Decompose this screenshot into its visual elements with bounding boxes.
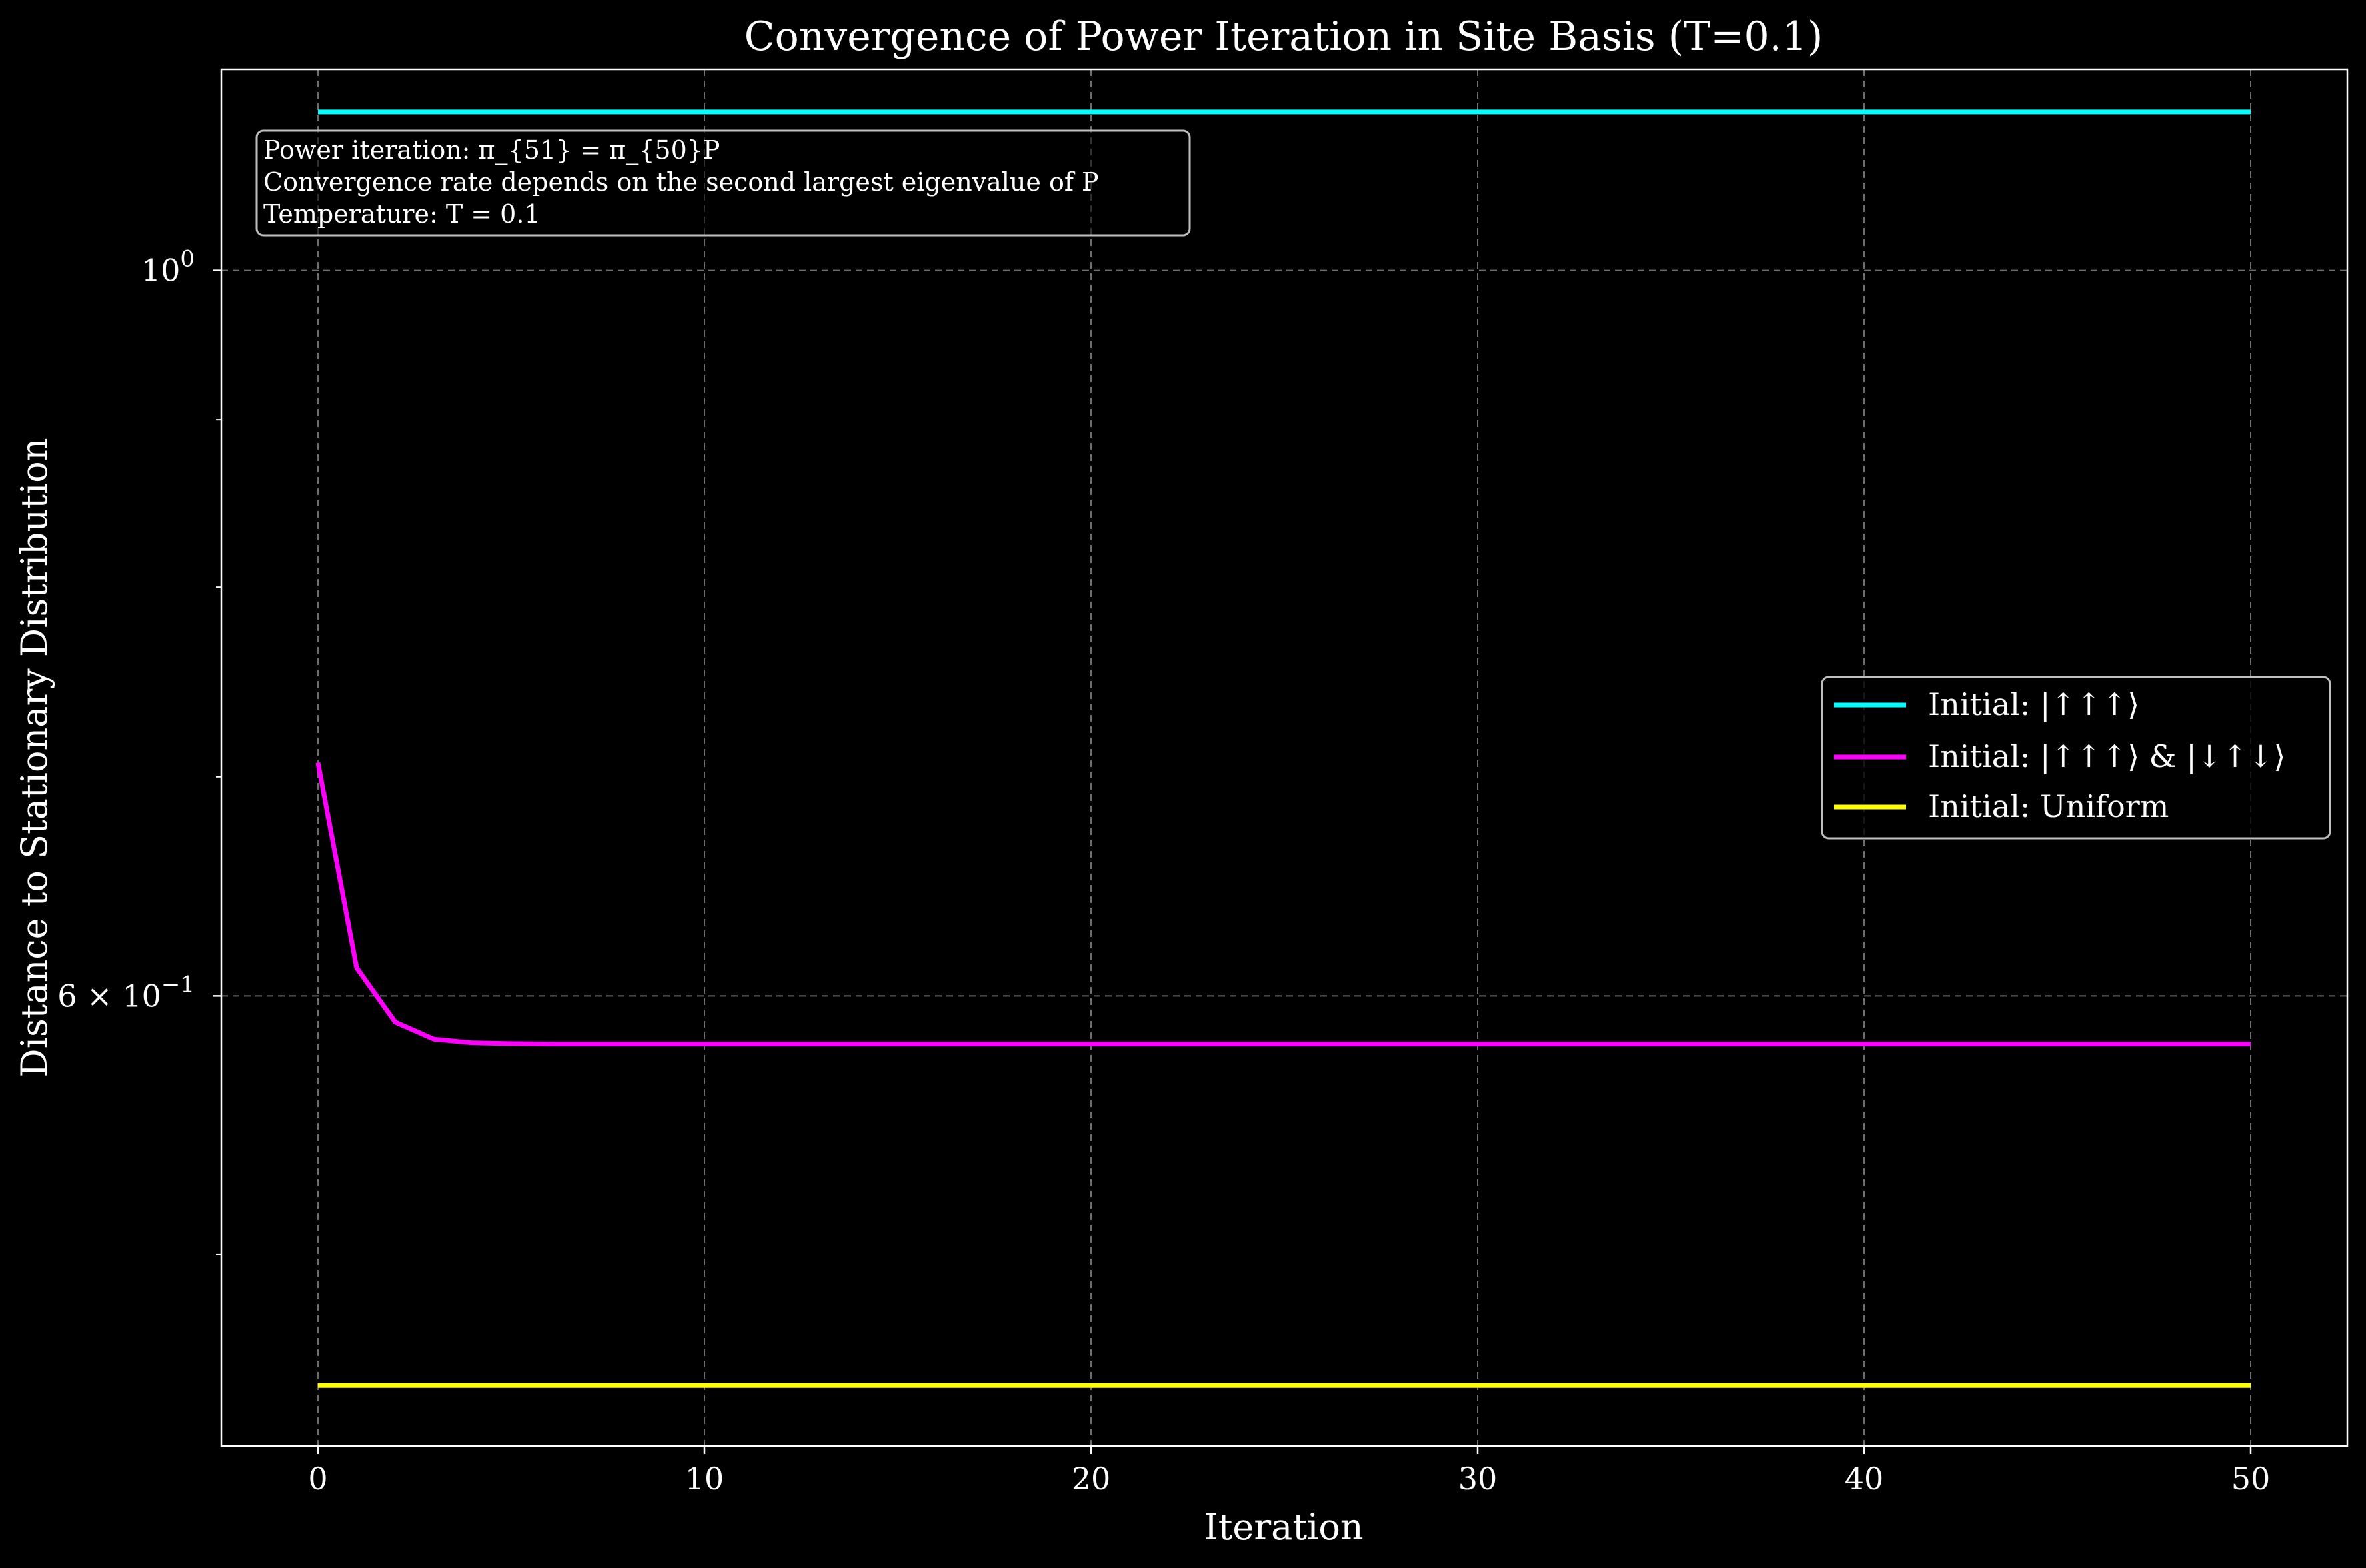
x-tick-label: 30 [1458,1461,1498,1497]
x-axis-label: Iteration [1204,1506,1363,1548]
legend: Initial: |↑↑↑⟩ Initial: |↑↑↑⟩ & |↓↑↓⟩ In… [1821,676,2331,840]
x-tick-label: 10 [685,1461,724,1497]
annotation-line: Temperature: T = 0.1 [263,199,541,229]
legend-label: Initial: |↑↑↑⟩ & |↓↑↓⟩ [1928,738,2285,774]
legend-label: Initial: Uniform [1928,788,2169,824]
y-axis-ticks: 100 6 × 10−1 [57,246,221,1255]
y-axis-label: Distance to Stationary Distribution [13,438,55,1077]
y-tick-label-exponent: 0 [180,246,195,273]
legend-frame [1821,676,2331,840]
annotation-line: Convergence rate depends on the second l… [263,167,1099,197]
annotation-frame [255,129,1191,237]
y-tick-label: 6 × 10−1 [57,971,195,1014]
plot-frame [220,68,2349,1447]
x-tick-label: 0 [308,1461,327,1497]
x-tick-label: 40 [1845,1461,1884,1497]
series-layer [315,109,2251,1388]
annotation-box: Power iteration: π_{51} = π_{50}P Conver… [255,129,1191,237]
y-tick-label: 100 [141,246,195,289]
chart-title: Convergence of Power Iteration in Site B… [744,13,1823,60]
grid [221,69,2347,1446]
y-tick-label-base: 6 × 10 [57,978,161,1014]
annotation-line: Power iteration: π_{51} = π_{50}P [263,135,720,165]
series-line-magenta [315,762,2251,1047]
y-tick-label-exponent: −1 [161,971,195,998]
y-tick-label-base: 10 [141,253,181,289]
x-tick-label: 20 [1072,1461,1111,1497]
legend-label: Initial: |↑↑↑⟩ [1928,686,2139,722]
x-axis-ticks: 0 10 20 30 40 50 [308,1446,2270,1497]
x-tick-label: 50 [2231,1461,2271,1497]
